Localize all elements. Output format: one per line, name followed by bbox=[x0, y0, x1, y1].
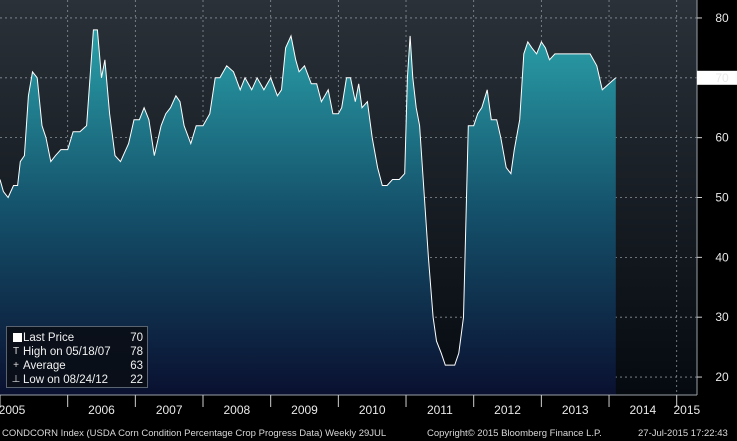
x-tick-label: 2011 bbox=[427, 403, 453, 417]
ticker-description: CONDCORN Index (USDA Corn Condition Perc… bbox=[2, 428, 387, 439]
legend-row-low: ⊥ Low on 08/24/12 22 bbox=[7, 373, 147, 387]
x-tick-label: 2012 bbox=[494, 403, 521, 417]
x-tick-label: 2006 bbox=[88, 403, 115, 417]
y-axis-panel bbox=[697, 0, 737, 426]
last-value-text: 70 bbox=[715, 71, 729, 85]
y-tick-label: 20 bbox=[715, 370, 729, 384]
y-tick-label: 80 bbox=[715, 11, 729, 25]
last-value-marker: 70 bbox=[697, 70, 737, 85]
low-marker-icon: ⊥ bbox=[11, 374, 21, 385]
high-marker-icon: T bbox=[12, 346, 20, 357]
x-tick-label: 2010 bbox=[359, 403, 386, 417]
legend-value: 22 bbox=[130, 374, 143, 386]
x-axis-panel bbox=[0, 395, 737, 426]
x-tick-label: 2005 bbox=[0, 403, 26, 417]
series-line bbox=[0, 29, 617, 366]
y-axis-ticks: 20 30 40 50 60 70 80 bbox=[697, 11, 729, 384]
legend-row-last-price: Last Price 70 bbox=[7, 331, 147, 345]
y-tick-label: 50 bbox=[715, 191, 729, 205]
x-tick-label: 2009 bbox=[291, 403, 318, 417]
legend: Last Price 70 T High on 05/18/07 78 + Av… bbox=[6, 326, 148, 388]
x-tick-label: 2008 bbox=[223, 403, 250, 417]
x-tick-label: 2015 bbox=[673, 403, 700, 417]
legend-label: Average bbox=[23, 360, 66, 372]
legend-label: High on 05/18/07 bbox=[23, 346, 111, 358]
legend-value: 63 bbox=[130, 360, 143, 372]
legend-label: Last Price bbox=[23, 332, 75, 344]
x-tick-label: 2007 bbox=[156, 403, 183, 417]
legend-row-high: T High on 05/18/07 78 bbox=[7, 345, 147, 359]
footer: CONDCORN Index (USDA Corn Condition Perc… bbox=[0, 426, 737, 441]
legend-row-average: + Average 63 bbox=[7, 359, 147, 373]
last-value-box bbox=[697, 70, 737, 85]
x-tick-label: 2014 bbox=[630, 403, 657, 417]
average-marker-icon: + bbox=[13, 360, 19, 371]
legend-value: 70 bbox=[130, 332, 143, 344]
series-area bbox=[0, 29, 616, 396]
legend-label: Low on 08/24/12 bbox=[23, 374, 109, 386]
x-tick-label: 2013 bbox=[562, 403, 589, 417]
x-axis-ticks: 2005 2006 2007 2008 2009 2010 2011 2012 2013 2014… bbox=[0, 395, 701, 417]
y-tick-label: 30 bbox=[715, 310, 729, 324]
y-tick-label: 60 bbox=[715, 131, 729, 145]
timestamp-text: 27-Jul-2015 17:22:43 bbox=[638, 428, 728, 439]
last-price-swatch bbox=[13, 333, 22, 342]
legend-value: 78 bbox=[130, 346, 143, 358]
copyright-text: Copyright© 2015 Bloomberg Finance L.P. bbox=[427, 428, 602, 439]
y-tick-label: 40 bbox=[715, 250, 729, 264]
